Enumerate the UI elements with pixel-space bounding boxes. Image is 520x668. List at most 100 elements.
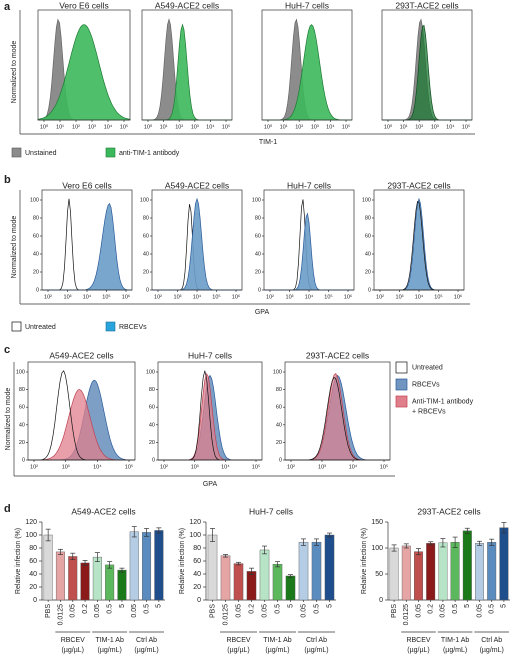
plot-frame [157, 361, 263, 461]
group-unit: (µg/mL) [304, 647, 328, 654]
x-tick-label: 10⁴ [221, 463, 230, 470]
x-tick-label: 10³ [318, 464, 326, 470]
x-tick-label: 10⁴ [93, 463, 102, 470]
x-tick-label: 10² [415, 124, 423, 130]
y-tick-label: 120 [25, 519, 37, 526]
plot-title: HuH-7 cells [285, 0, 329, 10]
y-tick-label: 100 [16, 369, 25, 375]
y-tick-label: 80 [19, 387, 25, 393]
x-tick-label: 0.2 [82, 604, 89, 614]
bar [92, 556, 102, 601]
plot-frame [27, 361, 136, 461]
y-tick-label: 40 [149, 422, 155, 428]
plot-title: A549-ACE2 cells [49, 350, 113, 360]
group-unit: (µg/µL) [62, 647, 84, 654]
y-tick-label: 60 [276, 405, 282, 411]
histogram [37, 24, 131, 121]
x-tick-label: 10⁵ [342, 123, 350, 130]
legend-swatch [11, 321, 22, 332]
bar [298, 541, 309, 601]
x-tick-label: 10³ [174, 294, 182, 300]
x-tick-label: 10² [72, 124, 80, 130]
bar [129, 531, 139, 601]
x-tick-label: 5 [326, 604, 333, 608]
y-tick-label: 80 [365, 215, 371, 221]
x-tick-label: 0.05 [300, 604, 307, 618]
y-tick-label: 100 [273, 369, 282, 375]
y-tick-label: 80 [276, 387, 282, 393]
x-tick-label: 0.0125 [57, 604, 64, 626]
y-tick-label: 0 [36, 287, 39, 293]
plot-title: Vero E6 cells [62, 180, 112, 190]
bar [414, 551, 423, 601]
y-tick-label: 40 [365, 251, 371, 257]
x-tick-label: 10² [266, 294, 274, 300]
plot-title: 293T-ACE2 cells [387, 180, 450, 190]
x-tick-label: 0.0125 [222, 604, 229, 626]
legend-label: RBCEVs [412, 381, 440, 388]
y-tick-label: 60 [365, 233, 371, 239]
x-tick-label: 5 [156, 604, 163, 608]
x-tick-label: 0.05 [261, 604, 268, 618]
plot-title: 293T-ACE2 cells [395, 0, 458, 10]
x-tick-label: 10² [175, 124, 183, 130]
x-tick-label: 0.05 [94, 604, 101, 618]
group-label: Ctrl Ab [306, 637, 327, 644]
x-tick-label: 10³ [64, 294, 72, 300]
bar [220, 555, 231, 601]
group-unit: (µg/mL) [265, 647, 289, 654]
legend-swatch [105, 147, 116, 158]
x-tick-label: 10⁵ [222, 123, 230, 130]
bar [450, 542, 460, 601]
y-tick-label: 40 [276, 422, 282, 428]
y-tick-label: 120 [189, 519, 201, 526]
bar [487, 542, 497, 601]
x-tick-label: 10⁶ [232, 293, 240, 300]
y-tick-label: 20 [276, 440, 282, 446]
x-tick-label: PBS [45, 604, 52, 618]
x-tick-label: 10⁴ [193, 293, 202, 300]
plot-frame [284, 361, 391, 461]
y-tick-label: 40 [143, 251, 149, 257]
y-tick-label: 0 [146, 287, 149, 293]
plot-frame [261, 9, 353, 121]
x-tick-label: 10⁴ [446, 123, 455, 130]
x-tick-label: 10⁵ [380, 463, 388, 470]
y-axis-label: Relative infection (%) [15, 528, 22, 594]
group-label: TIM-1 Ab [263, 637, 292, 644]
group-label: TIM-1 Ab [95, 637, 124, 644]
y-axis-label: Normalized to mode [11, 216, 18, 279]
y-tick-label: 50 [375, 571, 383, 578]
bar [68, 556, 78, 601]
bar [499, 527, 509, 601]
y-tick-label: 100 [362, 197, 371, 203]
legend-label: Unstained [25, 150, 57, 157]
bar [259, 549, 270, 601]
x-tick-label: 0.5 [313, 604, 320, 614]
x-tick-label: 10⁰ [264, 123, 273, 130]
x-tick-label: 10² [30, 464, 38, 470]
x-tick-label: 10³ [396, 294, 404, 300]
legend-swatch [395, 361, 408, 374]
plot-frame [381, 9, 473, 121]
bar [285, 575, 296, 601]
group-label: RBCEV [226, 637, 250, 644]
y-tick-label: 80 [193, 545, 201, 552]
y-tick-label: 40 [193, 571, 201, 578]
y-tick-label: 20 [143, 269, 149, 275]
legend-label: Untreated [412, 364, 443, 371]
y-tick-label: 40 [29, 571, 37, 578]
y-tick-label: 40 [19, 422, 25, 428]
x-tick-label: 10⁴ [104, 123, 113, 130]
x-tick-label: 10⁵ [434, 293, 442, 300]
y-tick-label: 60 [143, 233, 149, 239]
panel-label: d [4, 503, 11, 515]
x-tick-label: 10¹ [400, 124, 408, 130]
x-tick-label: 10⁶ [344, 293, 352, 300]
x-tick-label: 0.05 [415, 604, 422, 618]
y-tick-label: 80 [149, 387, 155, 393]
x-tick-label: 10³ [191, 464, 199, 470]
bar [55, 551, 65, 601]
x-tick-label: 10² [295, 124, 303, 130]
group-label: TIM-1 Ab [441, 637, 470, 644]
